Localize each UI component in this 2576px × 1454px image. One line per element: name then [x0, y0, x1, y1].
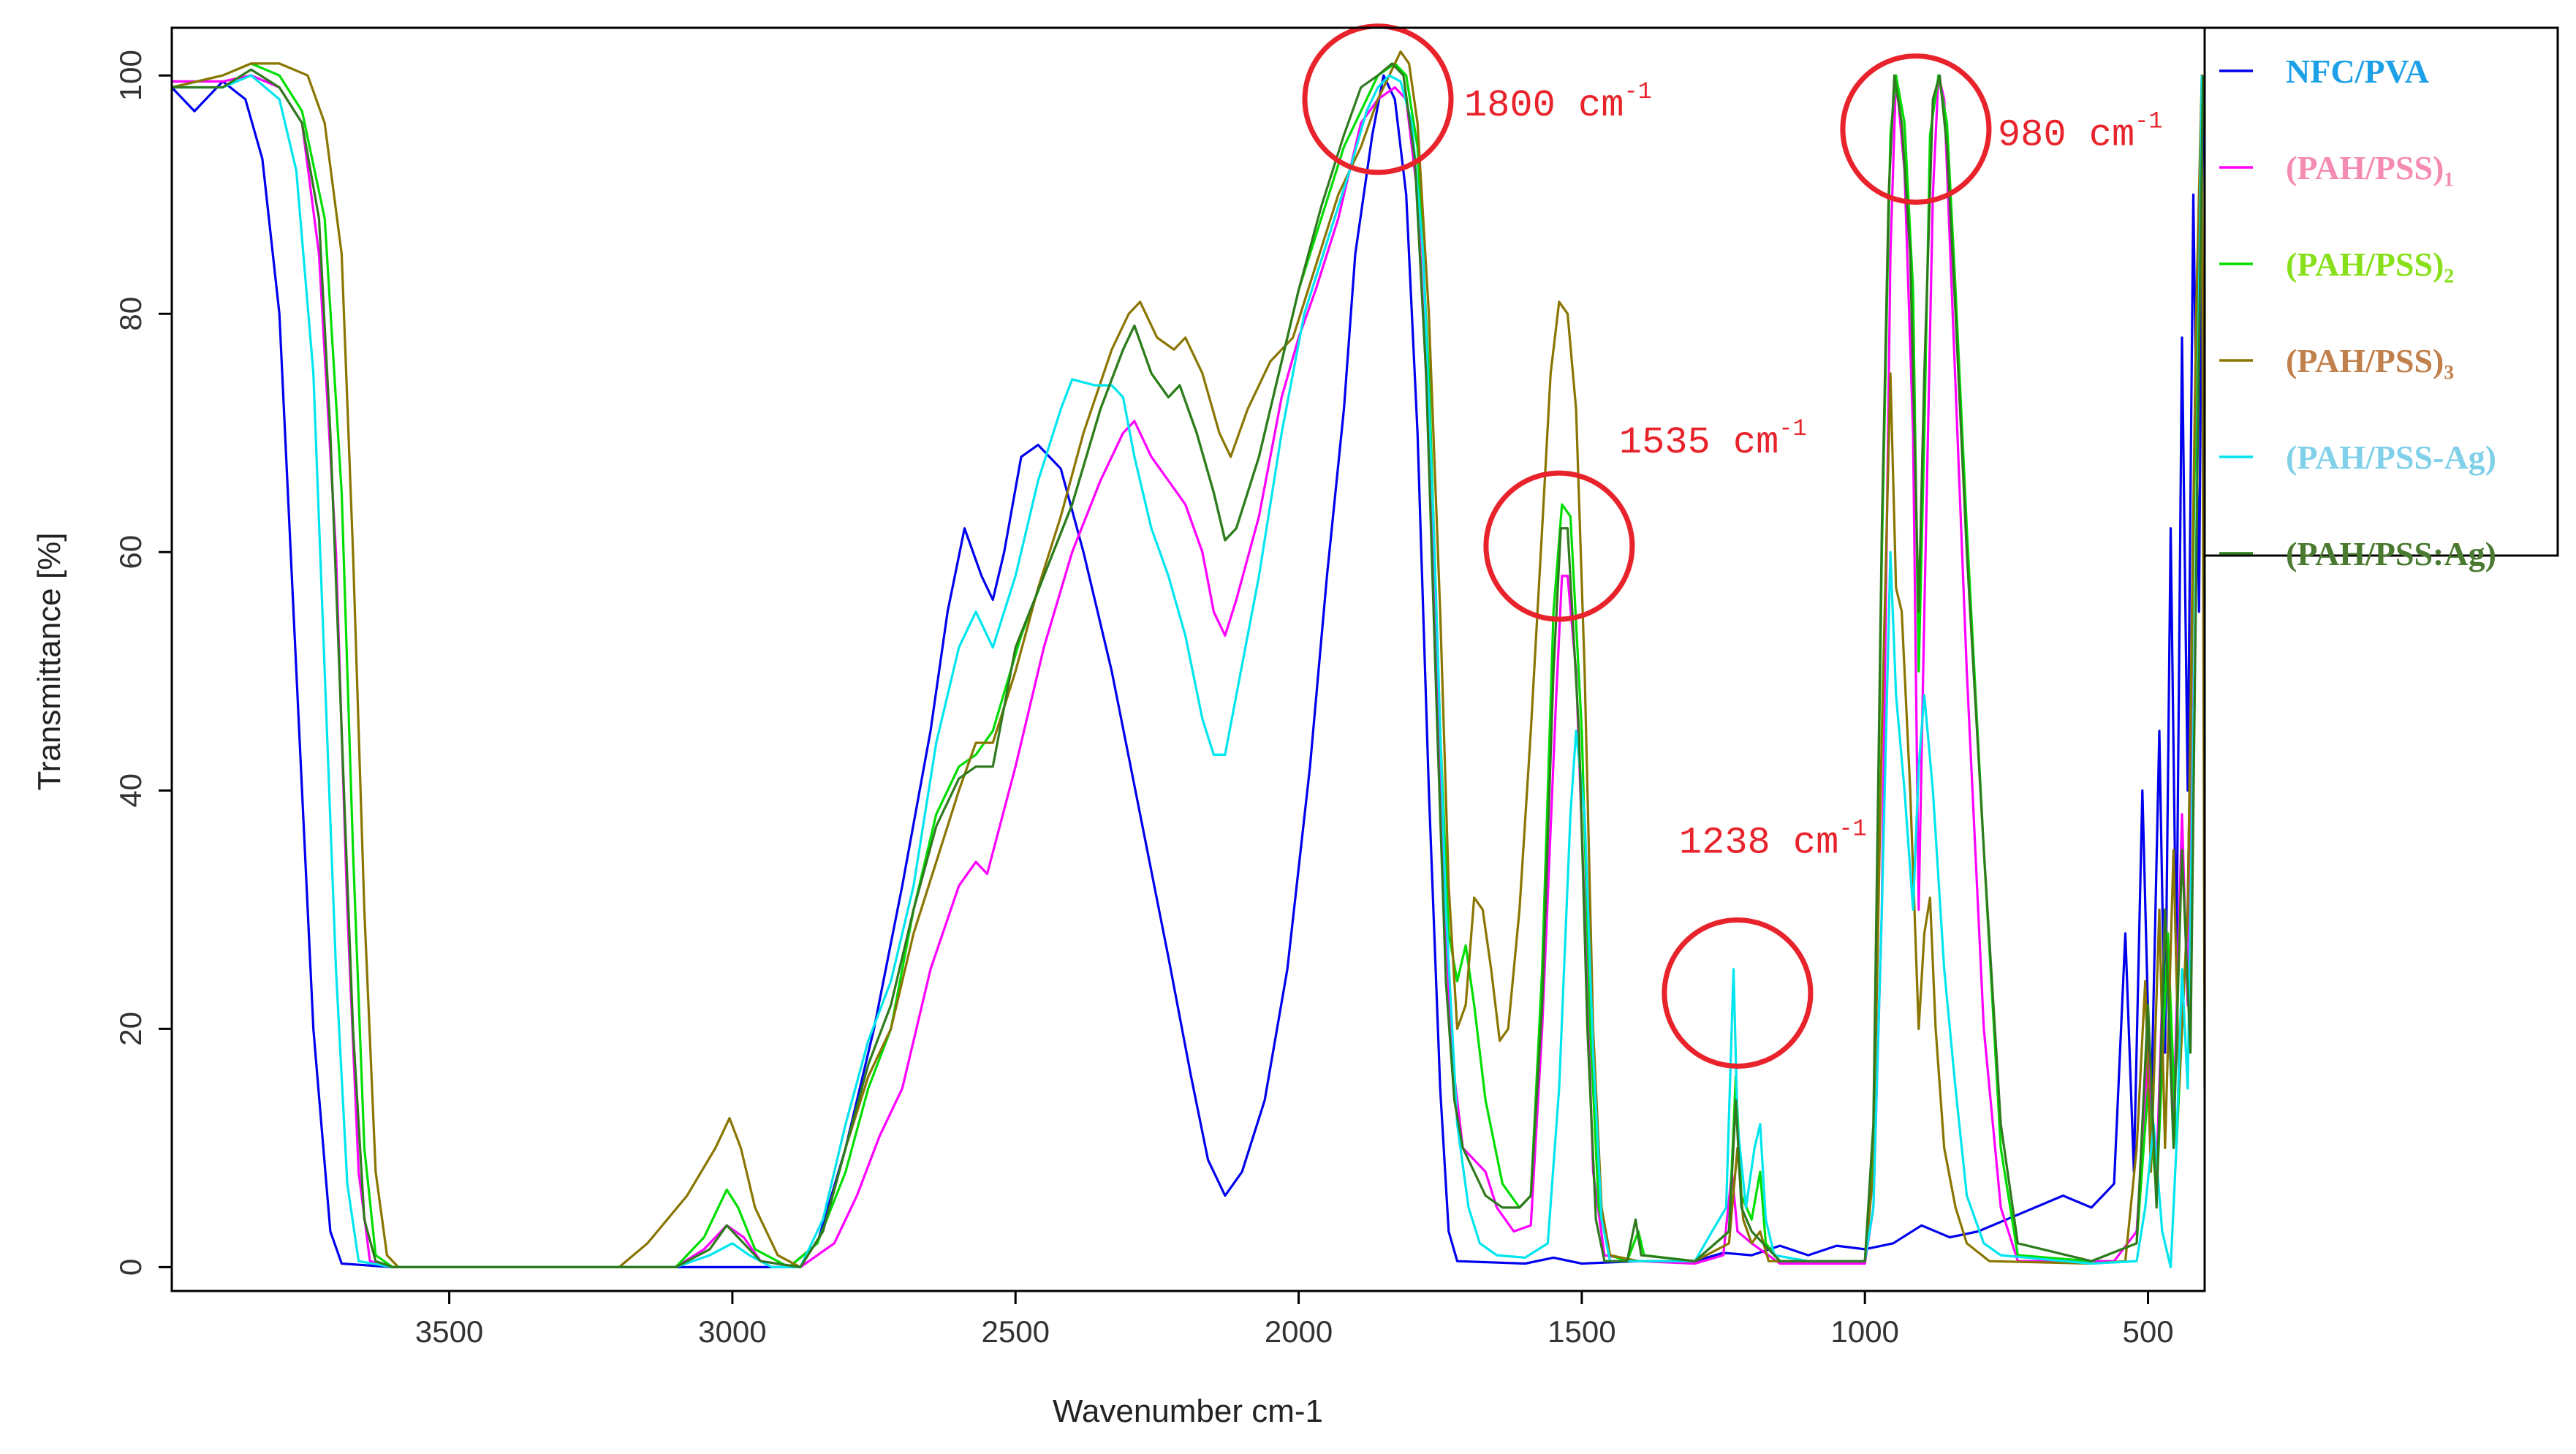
annotation-label-sup: -1	[1838, 815, 1866, 842]
series-line-1	[172, 74, 2205, 1269]
annotation-circle	[1840, 53, 1992, 205]
series-line-2	[172, 74, 2203, 1269]
annotation-label-main: 980 cm	[1998, 114, 2134, 157]
y-tick-label: 40	[113, 773, 148, 808]
annotation-label-main: 1238 cm	[1679, 821, 1838, 864]
legend-label: (PAH/PSS)₁	[2286, 149, 2454, 186]
legend-box	[2203, 26, 2559, 557]
y-tick-label: 60	[113, 535, 148, 569]
annotation-label: 1238 cm-1	[1679, 815, 1867, 864]
annotation-label-sup: -1	[1624, 78, 1651, 105]
annotation-label-sup: -1	[2134, 108, 2162, 135]
y-tick-label: 0	[113, 1259, 148, 1276]
series-line-3	[172, 62, 2203, 1269]
x-tick-label: 2000	[1265, 1314, 1333, 1349]
legend-label: NFC/PVA	[2286, 53, 2429, 90]
series-line-4	[172, 50, 2205, 1269]
annotation-circle	[1662, 917, 1814, 1069]
y-tick-label: 80	[113, 297, 148, 331]
series-group	[172, 50, 2205, 1269]
legend: NFC/PVA (PAH/PSS)₁ (PAH/PSS)₂ (PAH/PSS)₃ (PA…	[2203, 26, 2559, 572]
annotation-label: 1535 cm-1	[1619, 415, 1807, 464]
y-tick-label: 100	[113, 50, 148, 101]
x-tick-label: 2500	[982, 1314, 1050, 1349]
y-tick-label: 20	[113, 1012, 148, 1046]
series-line-5	[172, 74, 2203, 1269]
series-line-6	[172, 62, 2205, 1269]
legend-label: (PAH/PSS)₂	[2286, 246, 2454, 283]
x-tick-label: 3000	[698, 1314, 766, 1349]
legend-label: (PAH/PSS)₃	[2286, 342, 2454, 379]
legend-label: (PAH/PSS-Ag)	[2286, 439, 2496, 476]
annotation-label-main: 1800 cm	[1464, 84, 1624, 127]
annotation-circle	[1483, 470, 1635, 622]
x-tick-label: 1000	[1830, 1314, 1898, 1349]
x-axis-label: Wavenumber cm-1	[1053, 1393, 1323, 1429]
x-tick-label: 1500	[1548, 1314, 1615, 1349]
annotation-circle	[1302, 23, 1454, 175]
annotation-label-main: 1535 cm	[1619, 421, 1778, 464]
annotation-label-sup: -1	[1778, 415, 1806, 442]
annotation-label: 980 cm-1	[1998, 108, 2163, 157]
x-tick-label: 3500	[415, 1314, 483, 1349]
plot-frame	[170, 26, 2206, 1292]
x-tick-label: 500	[2122, 1314, 2173, 1349]
axis-ticks: 3500 3000 2500 2000 1500 1000 500 0 20 40 60 80 100	[113, 50, 2174, 1349]
legend-label: (PAH/PSS:Ag)	[2286, 535, 2496, 572]
y-axis-label: Transmittance [%]	[31, 533, 67, 791]
annotation-label: 1800 cm-1	[1464, 78, 1652, 127]
